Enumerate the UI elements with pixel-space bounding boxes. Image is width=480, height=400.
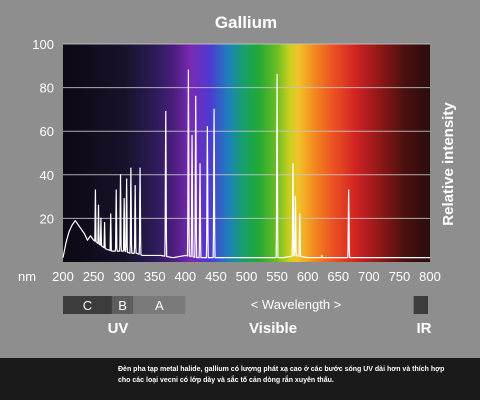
chart-title: Gallium [215,13,277,32]
x-tick-label: 700 [358,269,380,284]
x-tick-label: 550 [266,269,288,284]
emission-peak [321,254,323,257]
emission-peak [100,217,102,219]
spectrum-line-group [62,69,431,259]
x-tick-label: 750 [389,269,411,284]
emission-peak [123,198,125,200]
emission-peak [187,69,189,71]
emission-peak [119,174,122,176]
emission-peak [199,163,201,165]
emission-peak [165,110,167,113]
x-tick-label: 250 [83,269,105,284]
emission-peak [206,126,208,128]
emission-peak [103,222,106,224]
emission-peak [276,73,278,76]
emission-peak [348,189,350,191]
gridlines [63,43,430,219]
visible-label: Visible [249,320,297,337]
caption-text: Đèn pha tạp metal halide, gallium có lượ… [118,366,445,384]
caption-bar: Đèn pha tạp metal halide, gallium có lượ… [0,358,480,400]
uv-band-c [63,296,112,314]
emission-peak [139,167,141,169]
x-tick-label: 400 [174,269,196,284]
x-tick-label: 450 [205,269,227,284]
y-axis-label: Relative intensity [440,102,457,226]
emission-peak [299,213,301,215]
y-tick-label: 100 [32,37,54,52]
uv-band-label: A [155,298,164,313]
emission-peak [294,196,297,198]
y-tick-labels: 20 40 60 80 100 [32,37,54,226]
emission-peak [292,163,294,165]
emission-peak [97,204,100,206]
emission-peak [134,185,136,187]
y-tick-label: 20 [40,211,54,226]
ir-label: IR [417,320,432,337]
uv-band-label: B [118,298,127,313]
x-tick-labels: 200 250 300 350 400 450 500 550 600 650 700 750 800 [52,269,441,284]
emission-peak [213,108,215,110]
ir-band [413,296,428,314]
x-tick-label: 650 [327,269,349,284]
uv-band-a [133,296,186,314]
emission-peak [110,213,112,215]
x-tick-label: 800 [419,269,441,284]
x-tick-label: 500 [236,269,258,284]
wavelength-label: < Wavelength > [251,297,342,312]
emission-peak [115,189,117,191]
y-tick-label: 80 [40,81,54,96]
x-tick-label: 200 [52,269,74,284]
x-unit-label: nm [18,269,36,284]
emission-peak [191,134,193,137]
emission-peak [94,189,97,191]
x-tick-label: 350 [144,269,166,284]
x-tick-label: 300 [113,269,135,284]
uv-label: UV [108,320,129,337]
emission-peak [130,167,132,169]
y-tick-label: 60 [40,124,54,139]
y-tick-label: 40 [40,168,54,183]
emission-peak [195,95,197,97]
spectrum-background [63,44,430,262]
uv-band-b [111,296,134,314]
emission-peak [126,178,128,180]
uv-band-label: C [83,298,92,313]
x-tick-label: 600 [297,269,319,284]
